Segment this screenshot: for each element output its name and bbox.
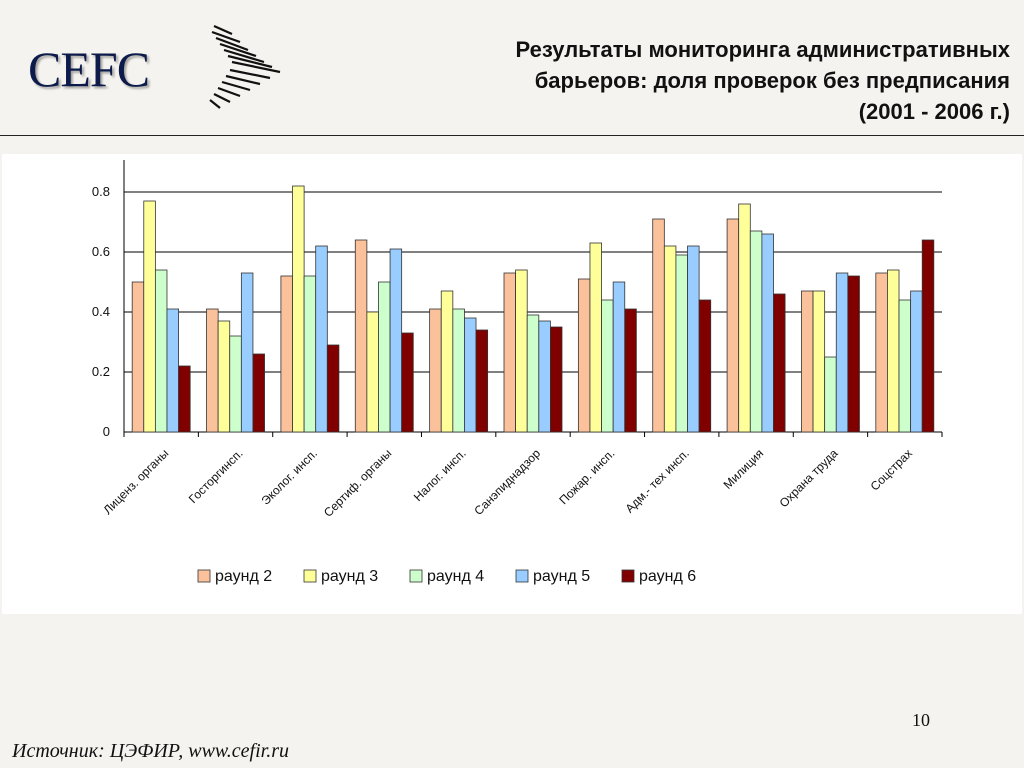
chart-panel: 0 0.2 0.4 0.6 0.8 Лиценз. органы Госторгинсп. Э… [2,154,1022,614]
bar [475,329,489,433]
x-tick-label: Охрана труда [777,446,841,510]
bar [526,314,540,433]
legend-swatch [409,569,423,583]
x-tick-label: Пожар. инсп. [556,446,617,507]
y-tick-label: 0 [103,424,110,439]
x-tick-label: Сертиф. органы [321,446,394,519]
bar [515,269,528,433]
bar [143,200,156,433]
bar [910,290,923,433]
bar [601,299,614,433]
title-line-1: Результаты мониторинга административных [515,37,1011,62]
bar [550,326,563,433]
bar [429,308,442,433]
legend-swatch [515,569,529,583]
legend-swatch [621,569,635,583]
bar [589,242,602,433]
bar [292,185,305,433]
y-tick-label: 0.2 [92,364,110,379]
bar [252,353,265,433]
x-tick-label: Налог. инсп. [411,446,469,504]
bar [577,278,591,433]
legend-label: раунд 4 [427,568,484,585]
y-tick-label: 0.8 [92,184,110,199]
bar [389,248,403,433]
logo-text: CEFC [28,41,150,97]
x-tick-label: Адм.- тех инсп. [622,446,691,515]
bar [166,308,179,433]
bar [675,254,688,433]
logo-arrow-icon [209,24,281,109]
legend-label: раунд 5 [533,568,590,585]
bar [921,239,935,433]
legend-label: раунд 3 [321,568,378,585]
bar [801,290,814,433]
bar [303,275,317,433]
header-divider [0,135,1024,136]
bar [663,245,677,433]
bar [652,218,665,433]
x-tick-label: Лиценз. органы [100,446,171,517]
x-tick-label: Милиция [721,446,767,492]
bar [154,269,168,433]
y-tick-label: 0.4 [92,304,110,319]
x-tick-label: Санэпиднадзор [471,446,543,518]
bar [401,332,414,433]
title-line-3: (2001 - 2006 г.) [858,99,1010,124]
bar [378,281,391,433]
bar [326,344,340,433]
bar [726,218,740,433]
bar [824,356,837,433]
x-tick-label: Соцстрах [868,446,915,493]
legend-label: раунд 6 [639,568,696,585]
x-tick-label: Госторгинсп. [186,446,246,506]
bar [738,203,751,433]
bar [875,272,888,433]
bar [698,299,712,433]
legend-label: раунд 2 [215,568,272,585]
bar [217,320,231,433]
title-line-2: барьеров: доля проверок без предписания [534,68,1010,93]
bar [503,272,517,433]
bar [812,290,826,433]
bar [687,245,700,433]
legend-swatch [197,569,211,583]
bar [761,233,774,433]
bar [354,239,368,433]
bar [749,230,763,433]
bar-chart: 0 0.2 0.4 0.6 0.8 Лиценз. органы Госторгинсп. Э… [92,160,943,585]
x-tick-label: Эколог. инсп. [259,446,321,508]
legend-swatch [303,569,317,583]
bar [206,308,219,433]
bar [898,299,912,433]
y-tick-label: 0.6 [92,244,110,259]
bar [887,269,900,433]
bar [464,317,477,433]
slide-header: CEFC Результаты мониторинга администрати… [0,0,1024,136]
bar [131,281,145,433]
bar [452,308,465,433]
bar [538,320,551,433]
bar [178,365,191,433]
page-number: 10 [912,710,930,730]
bar [240,272,254,433]
cefc-logo: CEFC [22,24,282,120]
bar [366,311,379,433]
bar [624,308,637,433]
bar [835,272,849,433]
bar [847,275,860,433]
bar [440,290,454,433]
slide-title: Результаты мониторинга административных … [290,34,1011,127]
bar [773,293,786,433]
bar [315,245,328,433]
bar [612,281,626,433]
bar [229,335,242,433]
bar [280,275,293,433]
source-note: Источник: ЦЭФИР, www.cefir.ru [12,740,290,762]
